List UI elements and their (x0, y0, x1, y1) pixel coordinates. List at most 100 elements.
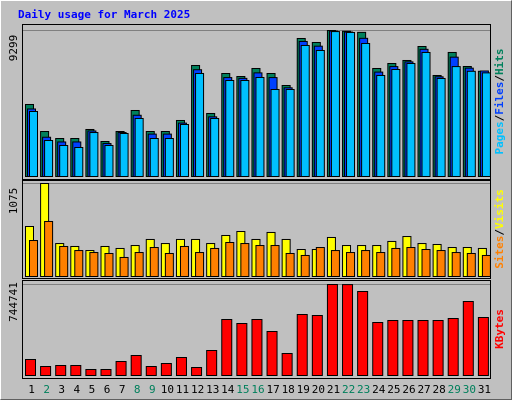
y-tick-label: 1075 (7, 188, 20, 215)
x-tick-label: 8 (134, 383, 141, 396)
bar (145, 365, 157, 377)
bar (59, 245, 69, 278)
x-tick-label: 2 (43, 383, 50, 396)
x-tick-label: 22 (342, 383, 355, 396)
x-tick-label: 20 (312, 383, 325, 396)
bar (281, 352, 293, 376)
legend-entry: Files (493, 82, 506, 115)
bar (134, 117, 144, 177)
bar (432, 319, 444, 377)
bar (179, 245, 189, 278)
x-tick-label: 4 (74, 383, 81, 396)
x-tick-label: 28 (433, 383, 446, 396)
bar (74, 147, 84, 177)
bar (175, 356, 187, 377)
bar (481, 254, 491, 278)
bar (311, 314, 323, 376)
bar (164, 138, 174, 177)
y-tick-label: 9299 (7, 35, 20, 62)
bar (376, 74, 386, 177)
bar (255, 76, 265, 177)
bar (477, 316, 489, 376)
bar (451, 252, 461, 278)
bar (462, 300, 474, 376)
bar (406, 62, 416, 178)
bar (221, 318, 233, 377)
bar (70, 364, 82, 377)
bar (315, 247, 325, 277)
x-tick-label: 25 (387, 383, 400, 396)
x-tick-label: 1 (28, 383, 35, 396)
bar (59, 144, 69, 177)
bar (225, 242, 235, 277)
bar (326, 284, 338, 376)
bar (481, 72, 491, 177)
bar (89, 252, 99, 278)
bar (100, 368, 112, 376)
x-tick-label: 30 (463, 383, 476, 396)
bar (372, 321, 384, 376)
y-tick-label: 744741 (7, 282, 20, 322)
bar (119, 256, 129, 277)
bar (346, 31, 356, 178)
bar (206, 349, 218, 377)
bar (251, 318, 263, 377)
bar (285, 88, 295, 177)
bar (149, 247, 159, 277)
bar (25, 358, 36, 377)
bar (406, 247, 416, 277)
x-tick-label: 15 (236, 383, 249, 396)
bar (447, 317, 459, 376)
bar (296, 313, 308, 376)
x-tick-label: 31 (478, 383, 491, 396)
bar (391, 68, 401, 177)
bar (300, 254, 310, 278)
bar (421, 51, 431, 177)
x-tick-label: 14 (221, 383, 235, 396)
bar (225, 79, 235, 177)
bar (436, 250, 446, 277)
bar (436, 77, 446, 177)
bar (210, 117, 220, 177)
bar (330, 250, 340, 277)
bar (29, 240, 38, 278)
x-tick-label: 7 (119, 383, 126, 396)
x-tick-label: 18 (282, 383, 295, 396)
bar (119, 132, 129, 177)
bar (421, 249, 431, 278)
bar (255, 245, 265, 278)
x-tick-label: 29 (448, 383, 461, 396)
bar (55, 364, 67, 377)
chart-title: Daily usage for March 2025 (18, 8, 190, 21)
bar (342, 284, 354, 376)
x-tick-label: 26 (402, 383, 415, 396)
bar (391, 247, 401, 277)
legend-entry: Hits (493, 49, 506, 76)
bar (44, 220, 54, 278)
bar (195, 252, 205, 278)
bar (134, 252, 144, 278)
x-tick-label: 11 (176, 383, 189, 396)
bar (357, 290, 369, 376)
x-tick-label: 17 (266, 383, 279, 396)
bar (29, 110, 38, 177)
x-tick-label: 12 (191, 383, 204, 396)
x-tick-label: 16 (251, 383, 264, 396)
legend: Sites/Visits (493, 189, 506, 269)
bar (346, 252, 356, 278)
x-tick-label: 24 (372, 383, 386, 396)
x-tick-label: 23 (357, 383, 370, 396)
bar (210, 247, 220, 277)
bar (361, 42, 371, 177)
bar (285, 252, 295, 277)
bar (89, 132, 99, 177)
bar (315, 49, 325, 178)
x-tick-label: 19 (297, 383, 310, 396)
bar (164, 252, 174, 277)
legend-entry: Visits (493, 189, 506, 229)
bar (44, 139, 54, 177)
bar (85, 368, 97, 376)
